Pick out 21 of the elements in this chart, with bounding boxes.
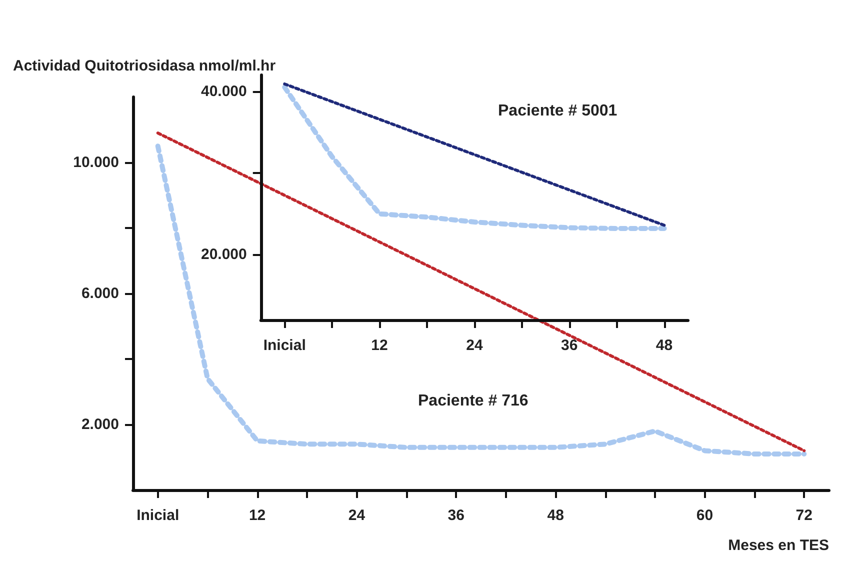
annotation: Paciente # 716 [418,392,528,410]
x-tick-label: 48 [547,507,564,524]
x-tick-label: 36 [448,507,464,524]
y-axis-title: Actividad Quitotriosidasa nmol/ml.hr [13,58,276,74]
y-tick-label: 10.000 [73,154,119,171]
x-tick-label: 12 [248,507,266,524]
x-tick-label: 12 [371,337,388,354]
x-tick-label: 36 [561,337,578,354]
annotation: Paciente # 5001 [498,102,618,120]
x-tick-label: 48 [656,337,673,354]
x-tick-label: Inicial [263,337,306,354]
x-axis-title: Meses en TES [728,537,829,554]
x-tick-label: 60 [696,507,714,524]
y-tick-label: 20.000 [200,246,247,264]
y-tick-label: 40.000 [200,82,247,100]
x-tick-label: 72 [796,507,812,524]
y-tick-label: 6.000 [81,285,119,302]
y-tick-label: 2.000 [81,416,119,433]
x-tick-label: 24 [466,337,484,354]
x-tick-label: Inicial [136,507,180,524]
x-tick-label: 24 [348,507,366,524]
